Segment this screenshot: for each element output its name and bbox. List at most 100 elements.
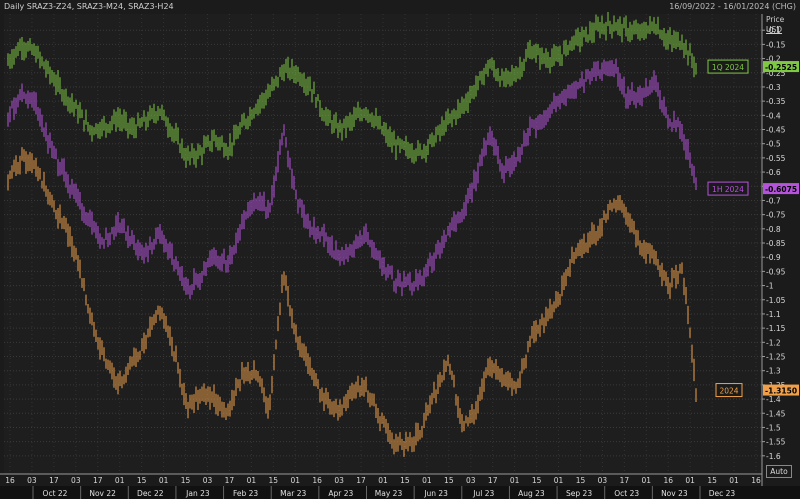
y-tick-label: -0.95: [766, 267, 786, 276]
y-tick-label: -1.1: [766, 310, 781, 319]
y-tick-label: -0.2: [766, 55, 781, 64]
x-month-label: Nov 22: [89, 489, 116, 498]
x-day-label: 03: [71, 476, 81, 485]
x-day-label: 01: [510, 476, 520, 485]
x-day-label: 15: [400, 476, 410, 485]
x-month-label: Oct 23: [614, 489, 639, 498]
y-tick-label: -1: [766, 282, 774, 291]
y-tick-label: -0.25: [766, 69, 786, 78]
x-day-label: 01: [685, 476, 695, 485]
x-day-label: 03: [203, 476, 213, 485]
x-day-label: 01: [554, 476, 564, 485]
x-day-label: 17: [356, 476, 366, 485]
x-day-label: 15: [181, 476, 191, 485]
x-day-label: 01: [159, 476, 169, 485]
x-day-label: 03: [598, 476, 608, 485]
x-month-label: Aug 23: [518, 489, 545, 498]
x-month-label: Mar 23: [280, 489, 306, 498]
y-tick-label: -1.4: [766, 395, 781, 404]
x-day-label: 01: [247, 476, 257, 485]
x-day-label: 03: [466, 476, 476, 485]
x-day-label: 03: [27, 476, 37, 485]
y-tick-label: -1.3: [766, 367, 781, 376]
x-day-label: 17: [488, 476, 498, 485]
x-day-label: 16: [5, 476, 15, 485]
x-day-label: 17: [93, 476, 103, 485]
series-legend-label: 2024: [719, 387, 738, 396]
x-day-label: 17: [49, 476, 59, 485]
y-tick-label: -0.7: [766, 196, 781, 205]
x-month-label: Jun 23: [423, 489, 448, 498]
y-tick-label: -1.55: [766, 438, 786, 447]
last-value-label: -0.2525: [765, 63, 797, 72]
x-month-label: Feb 23: [233, 489, 258, 498]
chart-title: Daily SRAZ3-Z24, SRAZ3-M24, SRAZ3-H24: [4, 2, 174, 11]
last-value-tag: [763, 61, 799, 73]
series-1: [7, 58, 697, 300]
month-strip: [0, 486, 800, 499]
y-tick-label: -1.6: [766, 452, 781, 461]
x-day-label: 01: [642, 476, 652, 485]
y-tick-label: -1.05: [766, 296, 786, 305]
x-month-label: Dec 22: [137, 489, 164, 498]
x-day-label: 15: [576, 476, 586, 485]
x-day-label: 01: [422, 476, 432, 485]
x-day-label: 01: [290, 476, 300, 485]
series-legend-label: 1Q 2024: [712, 63, 744, 72]
y-tick-label: -0.6: [766, 168, 781, 177]
y-tick-label: -0.45: [766, 126, 786, 135]
x-day-label: 01: [115, 476, 125, 485]
y-tick-label: -0.1: [766, 26, 781, 35]
y-tick-label: -0.5: [766, 140, 781, 149]
series-2: [7, 147, 697, 457]
x-day-label: 15: [707, 476, 717, 485]
series-0: [7, 11, 697, 168]
y-tick-label: -1.2: [766, 338, 781, 347]
y-tick-label: -0.4: [766, 111, 781, 120]
series-legend-box: [715, 383, 743, 398]
y-tick-label: -0.35: [766, 97, 786, 106]
y-tick-label: -0.75: [766, 211, 786, 220]
y-tick-label: -0.9: [766, 253, 781, 262]
x-day-label: 15: [269, 476, 279, 485]
x-month-label: Apr 23: [328, 489, 353, 498]
last-value-tag: [763, 183, 799, 195]
x-month-label: Jan 23: [185, 489, 210, 498]
x-month-label: Oct 22: [43, 489, 68, 498]
y-tick-label: -1.5: [766, 423, 781, 432]
x-day-label: 16: [751, 476, 761, 485]
last-value-label: -1.3150: [765, 387, 797, 396]
x-day-label: 03: [334, 476, 344, 485]
x-day-label: 17: [620, 476, 630, 485]
x-day-label: 17: [225, 476, 235, 485]
x-month-label: May 23: [375, 489, 403, 498]
y-tick-label: -1.45: [766, 409, 786, 418]
y-tick-label: -0.3: [766, 83, 781, 92]
price-axis-label: Price: [766, 15, 785, 24]
y-tick-label: -1.15: [766, 324, 786, 333]
y-tick-label: -0.85: [766, 239, 786, 248]
series-legend-box: [707, 181, 749, 196]
last-value-label: -0.6075: [765, 185, 797, 194]
date-range: 16/09/2022 - 16/01/2024 (CHG): [669, 2, 796, 11]
x-month-label: Sep 23: [566, 489, 592, 498]
x-day-label: 15: [137, 476, 147, 485]
currency-label[interactable]: USD: [766, 25, 783, 34]
x-day-label: 15: [532, 476, 542, 485]
x-month-label: Nov 23: [661, 489, 688, 498]
y-tick-label: -0.15: [766, 40, 786, 49]
x-month-label: Dec 23: [709, 489, 736, 498]
x-day-label: 01: [729, 476, 739, 485]
x-day-label: 15: [444, 476, 454, 485]
x-month-label: Jul 23: [472, 489, 494, 498]
auto-scale-button[interactable]: Auto: [766, 465, 792, 478]
x-day-label: 16: [663, 476, 673, 485]
y-tick-label: -1.25: [766, 353, 786, 362]
y-tick-label: -0.55: [766, 154, 786, 163]
series-legend-label: 1H 2024: [712, 185, 744, 194]
x-day-label: 16: [312, 476, 322, 485]
y-tick-label: -0.8: [766, 225, 781, 234]
series-legend-box: [707, 59, 749, 74]
